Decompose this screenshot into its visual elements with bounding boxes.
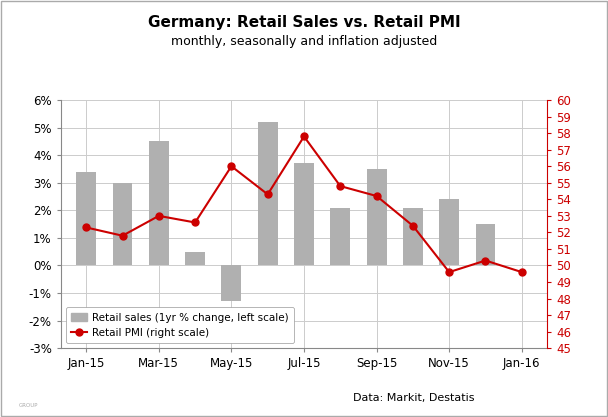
Text: GROUP: GROUP (19, 402, 39, 407)
Bar (112, 183, 133, 266)
Bar (403, 208, 423, 266)
Bar (294, 163, 314, 266)
Bar (185, 252, 205, 266)
Text: Data: Markit, Destatis: Data: Markit, Destatis (353, 393, 474, 403)
Legend: Retail sales (1yr % change, left scale), Retail PMI (right scale): Retail sales (1yr % change, left scale),… (66, 307, 294, 343)
Bar (258, 122, 278, 266)
Text: Germany: Retail Sales vs. Retail PMI: Germany: Retail Sales vs. Retail PMI (148, 15, 460, 30)
Text: SAXO: SAXO (18, 389, 40, 395)
Bar (149, 141, 169, 266)
Bar (367, 169, 387, 266)
Bar (475, 224, 496, 266)
Bar (221, 266, 241, 301)
Bar (76, 172, 96, 266)
Bar (330, 208, 350, 266)
Text: TradingFloor·com: TradingFloor·com (44, 392, 141, 402)
Bar (439, 199, 459, 266)
Text: monthly, seasonally and inflation adjusted: monthly, seasonally and inflation adjust… (171, 35, 437, 48)
